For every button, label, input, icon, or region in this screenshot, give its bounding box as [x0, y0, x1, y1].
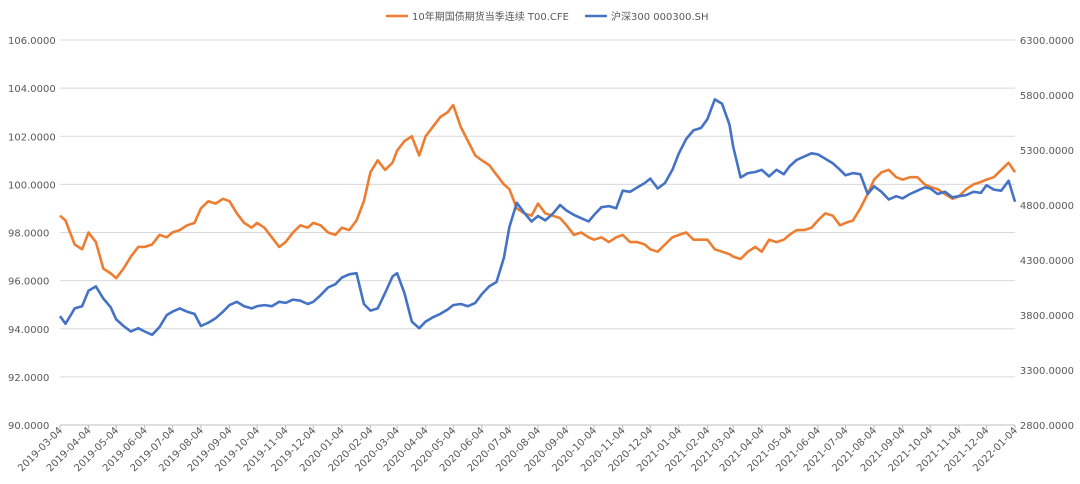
y-right-tick-label: 6300.0000	[1020, 36, 1074, 47]
y-right-tick-label: 5300.0000	[1020, 146, 1074, 157]
y-right-tick-label: 3300.0000	[1020, 366, 1074, 377]
legend-label-0: 10年期国债期货当季连续 T00.CFE	[412, 10, 569, 23]
y-left-tick-label: 90.0000	[8, 421, 49, 432]
y-left-tick-label: 102.0000	[8, 132, 56, 143]
x-axis: 2019-03-042019-04-042019-05-042019-06-04…	[16, 424, 1020, 474]
y-left-tick-label: 98.0000	[8, 229, 49, 240]
y-right-tick-label: 5800.0000	[1020, 91, 1074, 102]
y-right-tick-label: 3800.0000	[1020, 311, 1074, 322]
y-right-tick-label: 2800.0000	[1020, 421, 1074, 432]
series-line-0	[59, 103, 1017, 280]
y-axis-right: 2800.0000 3300.0000 3800.0000 4300.0000 4800…	[1020, 36, 1074, 432]
series-line-1	[58, 98, 1017, 337]
y-left-tick-label: 104.0000	[8, 84, 56, 95]
y-left-tick-label: 96.0000	[8, 277, 49, 288]
legend-label-1: 沪深300 000300.SH	[611, 10, 709, 23]
y-left-tick-label: 92.0000	[8, 373, 49, 384]
y-left-tick-label: 94.0000	[8, 325, 49, 336]
grid-lines	[60, 39, 1015, 426]
y-left-tick-label: 106.0000	[8, 36, 56, 47]
y-right-tick-label: 4800.0000	[1020, 201, 1074, 212]
y-right-tick-label: 4300.0000	[1020, 256, 1074, 267]
y-left-tick-label: 100.0000	[8, 180, 56, 191]
legend: 10年期国债期货当季连续 T00.CFE 沪深300 000300.SH	[386, 10, 709, 23]
y-axis-left: 90.0000 92.0000 94.0000 96.0000 98.0000 100.0…	[8, 36, 56, 432]
series-group	[58, 98, 1017, 337]
